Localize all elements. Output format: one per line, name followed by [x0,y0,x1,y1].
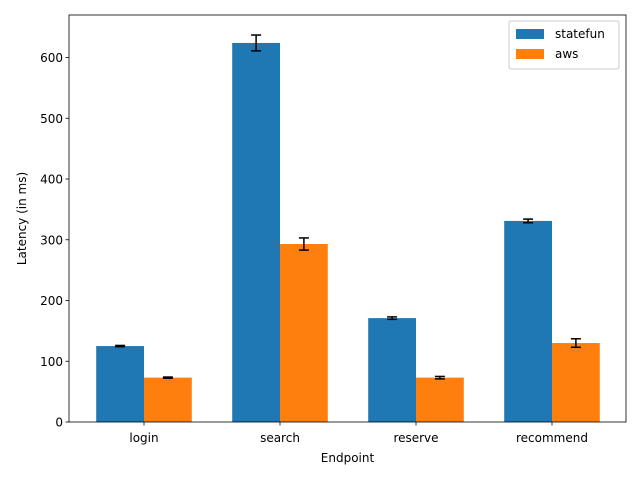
y-tick-label-600: 600 [40,51,63,65]
error-bar-aws-search [298,237,309,251]
bar-statefun-recommend [504,220,552,422]
legend-swatch-aws [516,49,544,59]
error-bars-layer [115,34,581,380]
bar-aws-recommend [552,343,600,422]
x-tick-label-reserve: reserve [393,431,438,445]
y-tick-label-0: 0 [55,416,63,430]
plot-frame [68,14,627,423]
x-tick-label-login: login [129,431,158,445]
error-bar-statefun-login [115,344,126,348]
y-tick-label-500: 500 [40,112,63,126]
y-tick-label-300: 300 [40,233,63,247]
error-bar-statefun-reserve [387,316,398,321]
bars-layer [96,42,600,422]
error-bar-statefun-recommend [523,218,534,224]
bar-aws-reserve [416,377,464,422]
y-tick-label-100: 100 [40,355,63,369]
error-bar-statefun-search [251,34,262,52]
x-tick-label-search: search [260,431,300,445]
x-tick-label-recommend: recommend [516,431,588,445]
y-tick-label-400: 400 [40,173,63,187]
x-axis: login search reserve recommend [129,422,588,445]
error-bar-aws-reserve [434,375,445,380]
bar-statefun-login [96,346,144,422]
error-bar-aws-login [162,376,173,380]
legend-label-aws: aws [555,47,578,61]
bar-statefun-search [232,42,280,422]
x-axis-label: Endpoint [321,451,375,465]
bar-aws-search [280,244,328,422]
bar-aws-login [144,377,192,422]
y-axis: 0 100 200 300 400 500 600 [40,51,69,430]
y-tick-label-200: 200 [40,294,63,308]
y-axis-label: Latency (in ms) [15,172,29,265]
bar-statefun-reserve [368,318,416,422]
legend-label-statefun: statefun [555,27,605,41]
error-bar-aws-recommend [570,338,581,349]
legend: statefun aws [508,20,620,70]
legend-swatch-statefun [516,29,544,39]
